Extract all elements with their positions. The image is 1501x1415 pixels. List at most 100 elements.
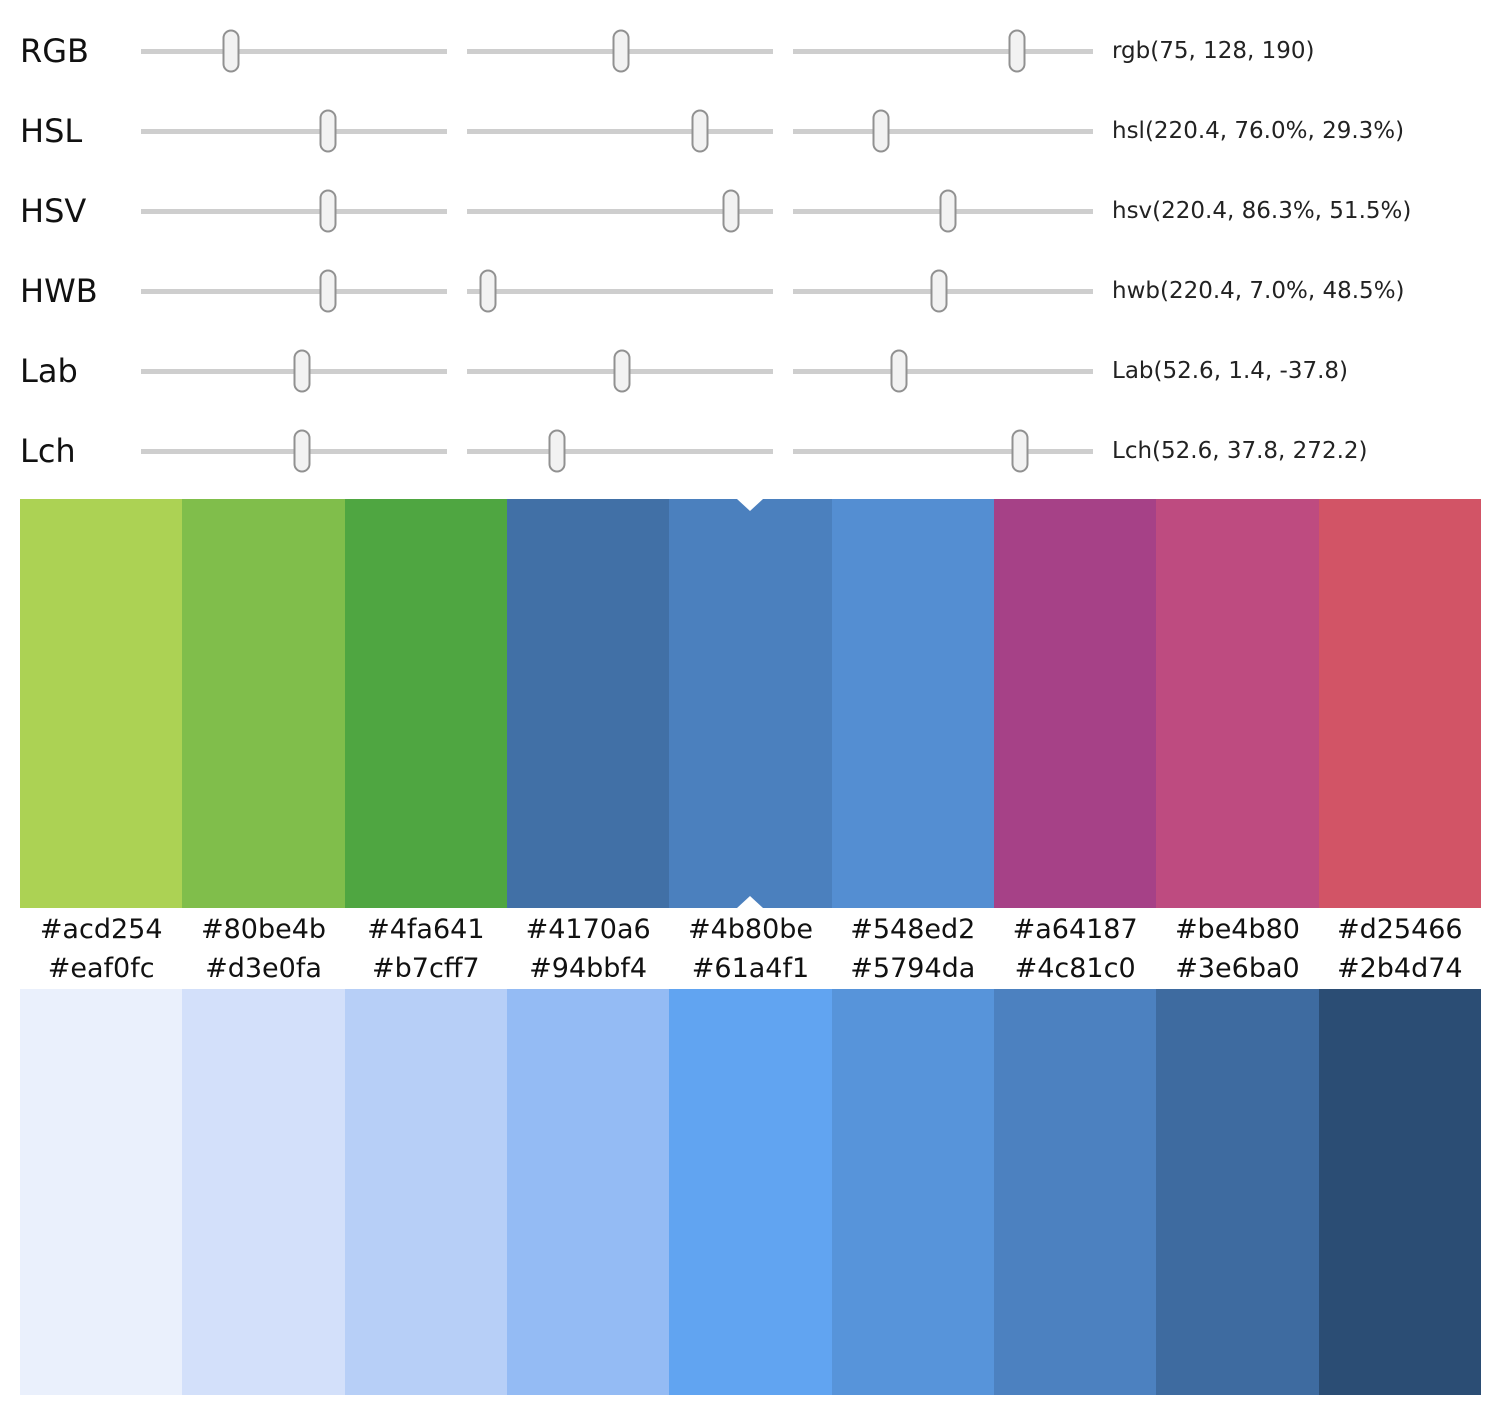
scale-swatch[interactable] [993, 989, 1157, 1395]
slider-red[interactable] [141, 11, 447, 91]
slider-value[interactable] [793, 171, 1093, 251]
slider-hue[interactable] [793, 411, 1093, 491]
slider-track[interactable] [467, 449, 773, 454]
palette-swatch[interactable] [831, 499, 994, 908]
slider-track[interactable] [467, 209, 773, 214]
slider-hue[interactable] [141, 91, 447, 171]
color-model-label: HSV [20, 192, 87, 230]
palette-hex-label: #be4b80 [1174, 914, 1300, 945]
palette-hex-row: #acd254 #80be4b #4fa641 #4170a6 #4b80be … [20, 908, 1481, 949]
hue-palette-strip [20, 499, 1481, 908]
slider-thumb[interactable] [1008, 29, 1025, 73]
color-value-text: rgb(75, 128, 190) [1112, 38, 1315, 64]
palette-swatch-selected[interactable] [669, 499, 832, 908]
slider-l[interactable] [141, 331, 447, 411]
slider-thumb[interactable] [319, 269, 337, 313]
slider-thumb[interactable] [612, 29, 630, 73]
slider-track[interactable] [141, 289, 447, 294]
slider-thumb[interactable] [691, 109, 709, 153]
palette-swatch[interactable] [344, 499, 507, 908]
scale-hex-label: #eaf0fc [47, 953, 155, 984]
scale-swatch[interactable] [182, 989, 345, 1395]
slider-row-rgb: RGB rgb(75, 128, 190) [20, 11, 1501, 91]
slider-thumb[interactable] [222, 29, 240, 73]
palette-swatch[interactable] [993, 499, 1157, 908]
luminance-scale-strip [20, 989, 1481, 1395]
scale-swatch[interactable] [1318, 989, 1481, 1395]
slider-row-hsv: HSV hsv(220.4, 86.3%, 51.5%) [20, 171, 1501, 251]
color-value-text: hwb(220.4, 7.0%, 48.5%) [1112, 278, 1405, 304]
slider-track[interactable] [793, 449, 1093, 454]
slider-track[interactable] [793, 49, 1093, 54]
scale-hex-row: #eaf0fc #d3e0fa #b7cff7 #94bbf4 #61a4f1 … [20, 949, 1481, 989]
slider-thumb[interactable] [1011, 429, 1029, 473]
slider-thumb[interactable] [548, 429, 566, 473]
slider-track[interactable] [141, 129, 447, 134]
scale-swatch[interactable] [344, 989, 507, 1395]
slider-track[interactable] [141, 49, 447, 54]
slider-thumb[interactable] [930, 269, 947, 313]
slider-whiteness[interactable] [467, 251, 773, 331]
scale-swatch[interactable] [506, 989, 670, 1395]
palette-hex-label: #4170a6 [525, 914, 651, 945]
palette-hex-label: #a64187 [1012, 914, 1138, 945]
scale-hex-label: #b7cff7 [372, 953, 480, 984]
color-value-text: Lab(52.6, 1.4, -37.8) [1112, 358, 1348, 384]
scale-swatch[interactable] [20, 989, 183, 1395]
palette-swatch[interactable] [182, 499, 345, 908]
palette-swatch[interactable] [1156, 499, 1319, 908]
slider-track[interactable] [793, 369, 1093, 374]
slider-thumb[interactable] [319, 109, 337, 153]
slider-thumb[interactable] [293, 429, 311, 473]
scale-hex-label: #2b4d74 [1336, 953, 1463, 984]
slider-thumb[interactable] [319, 189, 337, 233]
palette-hex-label: #4fa641 [367, 914, 485, 945]
palette-hex-label: #548ed2 [850, 914, 976, 945]
selection-notch-bottom-icon [737, 896, 764, 908]
slider-blue[interactable] [793, 11, 1093, 91]
slider-thumb[interactable] [722, 189, 740, 233]
slider-saturation[interactable] [467, 91, 773, 171]
scale-hex-label: #5794da [850, 953, 976, 984]
scale-swatch[interactable] [669, 989, 832, 1395]
slider-blackness[interactable] [793, 251, 1093, 331]
slider-green[interactable] [467, 11, 773, 91]
scale-hex-label: #4c81c0 [1014, 953, 1136, 984]
slider-thumb[interactable] [890, 349, 908, 393]
palette-swatch[interactable] [1318, 499, 1481, 908]
color-model-label: Lab [20, 352, 78, 390]
slider-track[interactable] [467, 129, 773, 134]
scale-hex-label: #94bbf4 [529, 953, 648, 984]
slider-track[interactable] [141, 209, 447, 214]
slider-lightness[interactable] [793, 91, 1093, 171]
slider-thumb[interactable] [939, 189, 956, 233]
palette-swatch[interactable] [506, 499, 670, 908]
slider-track[interactable] [467, 289, 773, 294]
scale-hex-label: #3e6ba0 [1175, 953, 1300, 984]
slider-saturation[interactable] [467, 171, 773, 251]
slider-hue[interactable] [141, 171, 447, 251]
slider-chroma[interactable] [467, 411, 773, 491]
slider-thumb[interactable] [479, 269, 497, 313]
palette-hex-label: #acd254 [39, 914, 163, 945]
slider-thumb[interactable] [872, 109, 890, 153]
scale-hex-label: #d3e0fa [205, 953, 322, 984]
palette-swatch[interactable] [20, 499, 183, 908]
palette-hex-label: #d25466 [1336, 914, 1463, 945]
slider-row-lch: Lch Lch(52.6, 37.8, 272.2) [20, 411, 1501, 491]
scale-swatch[interactable] [831, 989, 994, 1395]
slider-row-lab: Lab Lab(52.6, 1.4, -37.8) [20, 331, 1501, 411]
slider-thumb[interactable] [293, 349, 311, 393]
slider-track[interactable] [793, 129, 1093, 134]
slider-l[interactable] [141, 411, 447, 491]
scale-swatch[interactable] [1156, 989, 1319, 1395]
slider-hue[interactable] [141, 251, 447, 331]
color-value-text: hsl(220.4, 76.0%, 29.3%) [1112, 118, 1405, 144]
slider-b[interactable] [793, 331, 1093, 411]
color-model-label: Lch [20, 432, 76, 470]
slider-a[interactable] [467, 331, 773, 411]
color-model-label: HSL [20, 112, 83, 150]
scale-hex-label: #61a4f1 [691, 953, 810, 984]
slider-thumb[interactable] [613, 349, 631, 393]
palette-hex-label: #4b80be [687, 914, 813, 945]
